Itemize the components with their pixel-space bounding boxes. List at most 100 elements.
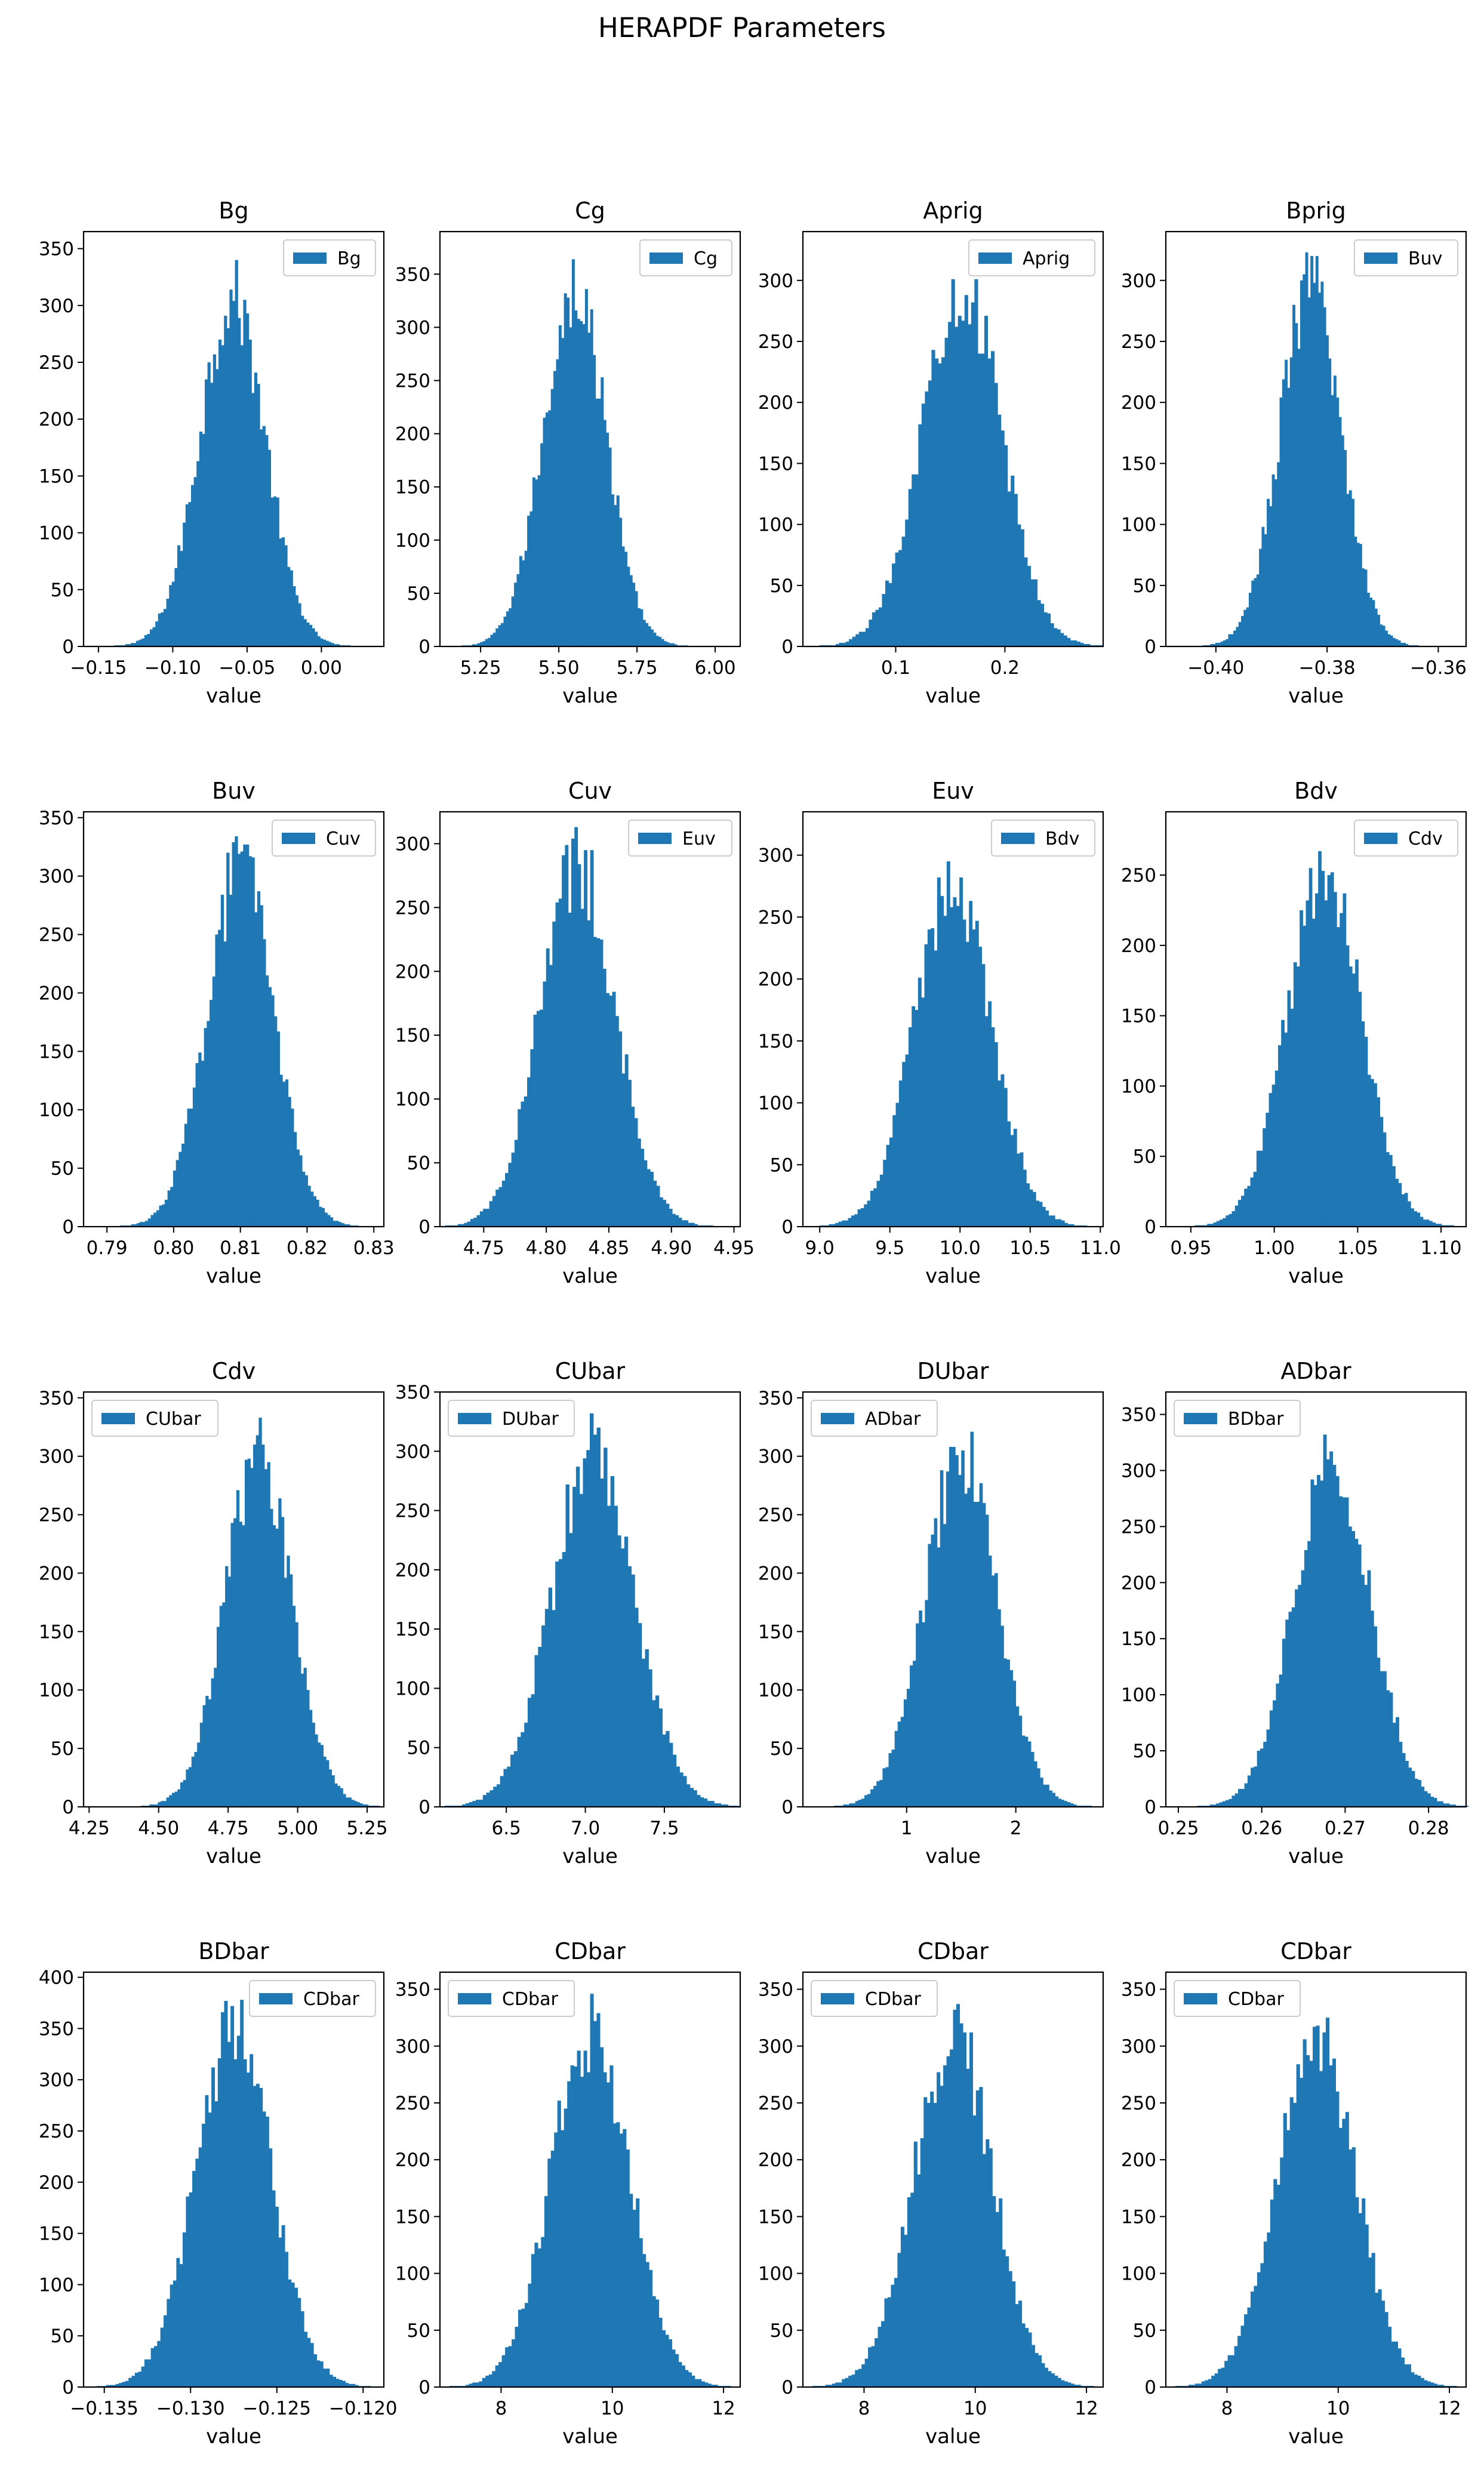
histogram-bar (1436, 1801, 1440, 1807)
y-tick-label: 50 (407, 1738, 430, 1759)
histogram-bar (575, 1467, 580, 1807)
histogram-bar (288, 2279, 292, 2387)
y-tick-label: 250 (758, 2093, 793, 2114)
histogram-bar (897, 2253, 901, 2387)
histogram-bar (128, 2377, 133, 2387)
histogram-bar (1228, 634, 1231, 646)
histogram-bar (1267, 498, 1270, 646)
histogram-bar (524, 1096, 528, 1227)
histogram-bar (977, 353, 981, 646)
histogram-bar (984, 316, 989, 646)
histogram-bar (1398, 1182, 1402, 1227)
histogram-bar (1307, 297, 1311, 646)
histogram-bar (574, 827, 578, 1227)
histogram-bar (267, 1462, 270, 1807)
histogram-bar (144, 2359, 148, 2387)
histogram-bar (215, 369, 219, 646)
histogram-bar (854, 1214, 858, 1227)
histogram-bar (634, 1118, 638, 1227)
histogram-bar (668, 2339, 673, 2387)
histogram-bar (554, 2132, 558, 2387)
histogram-bar (345, 2383, 349, 2387)
histogram-bar (988, 1001, 992, 1227)
histogram-bar (1047, 613, 1051, 646)
histogram-bar (501, 1181, 506, 1227)
histogram-bar (543, 417, 546, 646)
histogram-bar (1395, 639, 1399, 646)
histogram-bar (973, 1502, 977, 1807)
histogram-bar (142, 1222, 146, 1227)
histogram-bar (555, 1561, 559, 1807)
histogram-bar (869, 620, 873, 646)
histogram-bar (838, 1221, 842, 1227)
histogram-bar (550, 389, 554, 646)
histogram-bar (1214, 2373, 1218, 2387)
histogram-bar (230, 1523, 234, 1807)
histogram-bar (240, 345, 244, 646)
histogram-bar (953, 2009, 957, 2387)
histogram-bar (997, 1609, 1001, 1807)
histogram-bar (873, 1785, 877, 1807)
histogram-bar (1256, 1150, 1260, 1227)
histogram-bar (879, 1779, 883, 1807)
histogram-bar (1219, 1802, 1223, 1807)
histogram-bar (1237, 2336, 1242, 2387)
y-tick-label: 100 (39, 523, 74, 544)
histogram-bar (179, 2264, 183, 2387)
legend-box (628, 820, 732, 857)
histogram-bar (486, 1209, 490, 1227)
histogram-bar (147, 2359, 152, 2387)
histogram-bar (1260, 2263, 1264, 2387)
legend-label: Buv (1408, 248, 1442, 269)
histogram-bar (1391, 2341, 1395, 2387)
histogram-bar (721, 1804, 725, 1807)
histogram-bar (1360, 1575, 1365, 1807)
histogram-bar (1411, 1208, 1414, 1227)
legend-swatch (282, 833, 315, 844)
histogram-bar (624, 1054, 629, 1227)
histogram-bar (1073, 1804, 1077, 1807)
histogram-bar (496, 1784, 501, 1807)
histogram-bar (606, 432, 609, 646)
histogram-bar (689, 1788, 694, 1807)
histogram-bar (1364, 1036, 1368, 1227)
histogram-bar (486, 1793, 490, 1807)
legend: Cuv (272, 820, 376, 857)
histogram-bar (1061, 2380, 1065, 2387)
histogram-bar (1293, 2102, 1297, 2387)
histogram-bar (316, 1199, 319, 1227)
histogram-bar (867, 1200, 871, 1227)
histogram-bar (1306, 900, 1310, 1227)
histogram-bar (871, 2346, 875, 2387)
legend: Buv (1354, 239, 1458, 276)
histogram-bar (540, 443, 544, 646)
histogram-bar (472, 644, 475, 646)
histogram-bar (879, 1174, 883, 1227)
histogram-bar (957, 316, 962, 646)
histogram-bar (253, 2086, 257, 2387)
axes-frame (82, 1971, 385, 2388)
histogram-bar (586, 1450, 590, 1807)
histogram-bar (1380, 624, 1383, 646)
x-tick-label: 8 (1221, 2398, 1233, 2419)
legend-box (1174, 1400, 1301, 1437)
y-tick-label: 100 (1121, 515, 1156, 536)
axes-frame (802, 1391, 1104, 1808)
legend-label: BDbar (1228, 1409, 1284, 1430)
histogram-bar (648, 626, 651, 646)
y-tick-label: 300 (39, 866, 74, 888)
histogram-bar (336, 644, 340, 646)
histogram-bar (845, 641, 849, 646)
histogram-bar (921, 404, 925, 646)
histogram-bar (1324, 900, 1328, 1227)
histogram-bar (1007, 1121, 1011, 1227)
histogram-bar (885, 580, 889, 646)
histogram-bar (1236, 627, 1239, 646)
histogram-bar (292, 1606, 296, 1807)
x-tick-label: −0.120 (329, 2398, 398, 2419)
histogram-bar (950, 2049, 954, 2387)
axes-frame (82, 811, 385, 1228)
histogram-bar (587, 920, 591, 1227)
